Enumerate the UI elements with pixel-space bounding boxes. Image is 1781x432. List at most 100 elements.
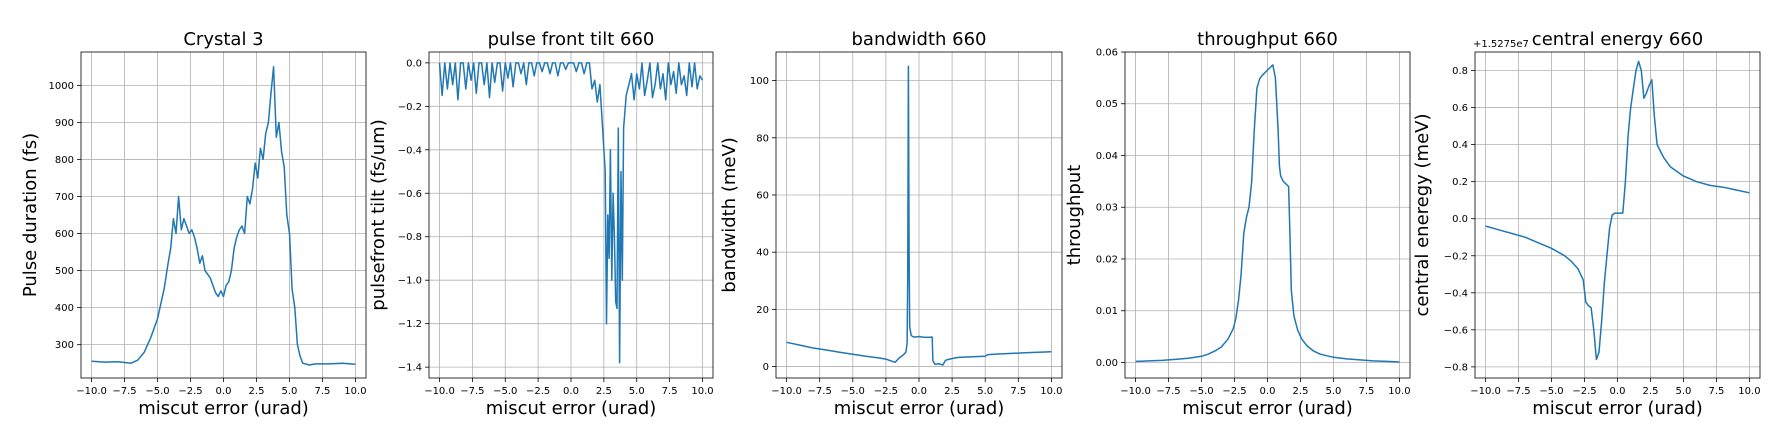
y-tick-label: 800	[55, 155, 74, 166]
x-tick-label: 5.0	[977, 386, 993, 397]
x-tick-label: −7.5	[460, 386, 484, 397]
x-tick-label: −5.0	[1539, 386, 1563, 397]
axes-frame	[775, 51, 1063, 379]
x-tick-label: −2.5	[178, 386, 202, 397]
chart-title: throughput 660	[1197, 29, 1338, 50]
y-axis-label: bandwidth (meV)	[719, 137, 740, 293]
x-tick-label: −2.5	[1572, 386, 1596, 397]
x-tick-label: −10.0	[771, 386, 802, 397]
x-axis-label: miscut error (urad)	[486, 398, 657, 419]
y-axis-label: Pulse duration (fs)	[20, 133, 41, 297]
y-tick-label: 400	[55, 303, 74, 314]
x-tick-label: −10.0	[424, 386, 455, 397]
x-tick-label: 2.5	[249, 386, 265, 397]
x-tick-label: −10.0	[1470, 386, 1501, 397]
y-tick-label: 0.03	[1096, 203, 1118, 214]
y-tick-label: 0.00	[1096, 358, 1118, 369]
y-tick-label: 100	[750, 76, 769, 87]
y-tick-label: 0.04	[1096, 151, 1118, 162]
x-tick-label: 5.0	[1676, 386, 1692, 397]
x-tick-label: −5.0	[493, 386, 517, 397]
y-tick-label: 40	[756, 248, 769, 259]
y-tick-label: 0.4	[1452, 140, 1468, 151]
y-tick-label: 0	[763, 362, 769, 373]
y-tick-label: −0.2	[1444, 251, 1468, 262]
x-tick-label: 7.5	[662, 386, 678, 397]
y-tick-label: 80	[756, 133, 769, 144]
y-tick-label: −0.4	[1444, 288, 1468, 299]
x-tick-label: −5.0	[1189, 386, 1213, 397]
y-tick-label: 20	[756, 305, 769, 316]
y-tick-label: −1.4	[398, 363, 422, 374]
x-axis-label: miscut error (urad)	[834, 398, 1005, 419]
x-tick-label: 10.0	[1040, 386, 1062, 397]
y-tick-label: 0.6	[1452, 103, 1468, 114]
y-tick-label: 300	[55, 340, 74, 351]
y-tick-label: 0.0	[1452, 214, 1468, 225]
y-tick-label: −0.2	[398, 102, 422, 113]
x-axis-label: miscut error (urad)	[1182, 398, 1353, 419]
y-tick-label: 500	[55, 266, 74, 277]
y-tick-label: 0.06	[1096, 48, 1118, 59]
x-tick-label: 0.0	[911, 386, 927, 397]
x-tick-label: −10.0	[1120, 386, 1151, 397]
y-tick-label: 900	[55, 118, 74, 129]
y-tick-label: −0.8	[1444, 362, 1468, 373]
series-line	[1135, 64, 1400, 363]
x-tick-label: 2.5	[596, 386, 612, 397]
y-tick-label: −1.2	[398, 319, 422, 330]
x-axis-label: miscut error (urad)	[1532, 398, 1703, 419]
x-tick-label: 7.5	[1359, 386, 1375, 397]
x-tick-label: 0.0	[563, 386, 579, 397]
y-tick-label: −1.0	[398, 276, 422, 287]
x-tick-label: 0.0	[1260, 386, 1276, 397]
x-tick-label: 7.5	[1010, 386, 1026, 397]
y-tick-label: −0.6	[398, 189, 422, 200]
x-tick-label: 10.0	[344, 386, 366, 397]
x-tick-label: 10.0	[1388, 386, 1410, 397]
x-tick-label: −5.0	[145, 386, 169, 397]
axes-frame	[428, 51, 714, 379]
series-line	[786, 65, 1052, 366]
x-tick-label: 0.0	[1610, 386, 1626, 397]
x-tick-label: 5.0	[629, 386, 645, 397]
x-tick-label: 5.0	[1326, 386, 1342, 397]
x-tick-label: 7.5	[315, 386, 331, 397]
x-tick-label: 0.0	[216, 386, 232, 397]
x-tick-label: −5.0	[841, 386, 865, 397]
x-tick-label: 10.0	[691, 386, 713, 397]
y-offset-label: +1.5275e7	[1473, 39, 1529, 50]
y-tick-label: 0.2	[1452, 177, 1468, 188]
y-axis-label: central eneregy (meV)	[1412, 114, 1433, 317]
y-axis-label: pulsefront tilt (fs/um)	[368, 119, 389, 310]
x-tick-label: 5.0	[282, 386, 298, 397]
chart-title: Crystal 3	[183, 29, 263, 50]
y-tick-label: 0.0	[406, 58, 422, 69]
x-tick-label: −7.5	[112, 386, 136, 397]
axes-frame	[1474, 51, 1761, 379]
x-tick-label: 2.5	[1643, 386, 1659, 397]
x-tick-label: 2.5	[944, 386, 960, 397]
chart-title: central energy 660	[1532, 29, 1703, 50]
y-axis-label: throughput	[1064, 165, 1085, 266]
y-tick-label: 0.01	[1096, 306, 1118, 317]
x-tick-label: −7.5	[808, 386, 832, 397]
y-tick-label: 0.8	[1452, 66, 1468, 77]
x-tick-label: 7.5	[1709, 386, 1725, 397]
y-tick-label: 1000	[49, 81, 74, 92]
x-tick-label: −10.0	[76, 386, 107, 397]
x-tick-label: −7.5	[1506, 386, 1530, 397]
y-tick-label: 60	[756, 190, 769, 201]
y-tick-label: 700	[55, 192, 74, 203]
x-tick-label: −7.5	[1156, 386, 1180, 397]
x-tick-label: −2.5	[1222, 386, 1246, 397]
y-tick-label: −0.8	[398, 232, 422, 243]
x-tick-label: −2.5	[874, 386, 898, 397]
axes-frame	[1124, 51, 1411, 379]
y-tick-label: 0.02	[1096, 254, 1118, 265]
y-tick-label: 600	[55, 229, 74, 240]
x-tick-label: −2.5	[526, 386, 550, 397]
series-line	[438, 62, 704, 364]
chart-title: pulse front tilt 660	[488, 29, 655, 50]
